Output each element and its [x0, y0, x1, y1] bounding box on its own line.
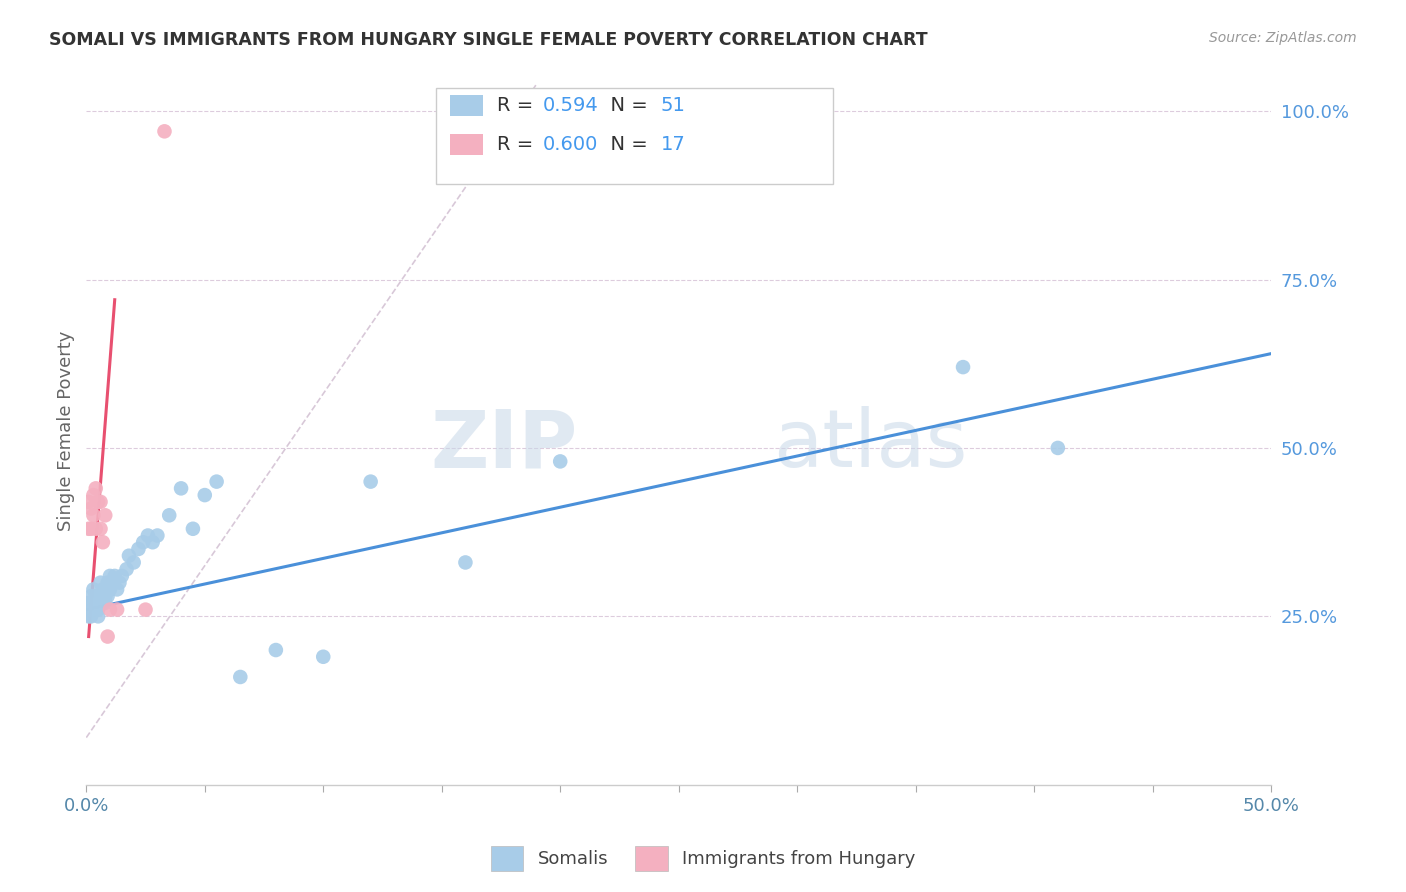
Text: R =: R = — [498, 135, 540, 154]
Text: Source: ZipAtlas.com: Source: ZipAtlas.com — [1209, 31, 1357, 45]
Point — [105, 582, 128, 597]
Point — [127, 541, 149, 556]
Point — [89, 522, 111, 536]
Point — [454, 556, 477, 570]
Point — [84, 602, 107, 616]
Point — [89, 495, 111, 509]
Point — [98, 582, 121, 597]
Point — [77, 522, 100, 536]
Point — [94, 589, 117, 603]
Point — [98, 569, 121, 583]
Point — [205, 475, 228, 489]
Point — [136, 528, 159, 542]
Text: ZIP: ZIP — [430, 406, 578, 484]
Point — [548, 454, 571, 468]
Point — [264, 643, 287, 657]
Point — [153, 124, 176, 138]
Point — [132, 535, 155, 549]
Point — [91, 535, 114, 549]
Point — [89, 589, 111, 603]
Point — [1046, 441, 1069, 455]
Point — [952, 360, 974, 375]
Point — [82, 508, 104, 523]
Point — [77, 596, 100, 610]
Point — [84, 596, 107, 610]
Point — [87, 602, 110, 616]
Point — [89, 575, 111, 590]
Point — [82, 488, 104, 502]
Point — [84, 522, 107, 536]
Point — [87, 589, 110, 603]
Point — [97, 575, 120, 590]
Point — [98, 602, 121, 616]
Point — [105, 602, 128, 616]
Point — [360, 475, 382, 489]
Point — [104, 569, 127, 583]
Point — [170, 481, 193, 495]
Point — [82, 582, 104, 597]
Y-axis label: Single Female Poverty: Single Female Poverty — [58, 331, 75, 532]
Point — [87, 495, 110, 509]
Point — [84, 481, 107, 495]
Bar — [450, 95, 484, 116]
Point — [84, 589, 107, 603]
Point — [181, 522, 204, 536]
Bar — [436, 88, 832, 184]
Point — [80, 589, 103, 603]
Point — [97, 630, 120, 644]
Point — [229, 670, 252, 684]
Point — [194, 488, 217, 502]
Point — [94, 508, 117, 523]
Point — [80, 522, 103, 536]
Text: N =: N = — [598, 96, 654, 115]
Point — [122, 556, 145, 570]
Bar — [450, 134, 484, 155]
Text: R =: R = — [498, 96, 540, 115]
Text: atlas: atlas — [773, 406, 967, 484]
Point — [101, 575, 124, 590]
Point — [97, 589, 120, 603]
Point — [312, 649, 335, 664]
Point — [87, 596, 110, 610]
Text: SOMALI VS IMMIGRANTS FROM HUNGARY SINGLE FEMALE POVERTY CORRELATION CHART: SOMALI VS IMMIGRANTS FROM HUNGARY SINGLE… — [49, 31, 928, 49]
Point — [111, 569, 134, 583]
Point — [142, 535, 165, 549]
Legend: Somalis, Immigrants from Hungary: Somalis, Immigrants from Hungary — [484, 838, 922, 879]
Text: 0.594: 0.594 — [543, 96, 598, 115]
Point — [80, 602, 103, 616]
Text: N =: N = — [598, 135, 654, 154]
Text: 51: 51 — [661, 96, 686, 115]
Point — [146, 528, 169, 542]
Point — [82, 602, 104, 616]
Point — [135, 602, 157, 616]
Point — [118, 549, 141, 563]
Point — [87, 609, 110, 624]
Point — [77, 495, 100, 509]
Point — [82, 596, 104, 610]
Text: 17: 17 — [661, 135, 686, 154]
Point — [115, 562, 138, 576]
Point — [91, 582, 114, 597]
Point — [91, 596, 114, 610]
Point — [157, 508, 180, 523]
Point — [94, 596, 117, 610]
Text: 0.600: 0.600 — [543, 135, 598, 154]
Point — [77, 609, 100, 624]
Point — [108, 575, 131, 590]
Point — [80, 609, 103, 624]
Point — [80, 501, 103, 516]
